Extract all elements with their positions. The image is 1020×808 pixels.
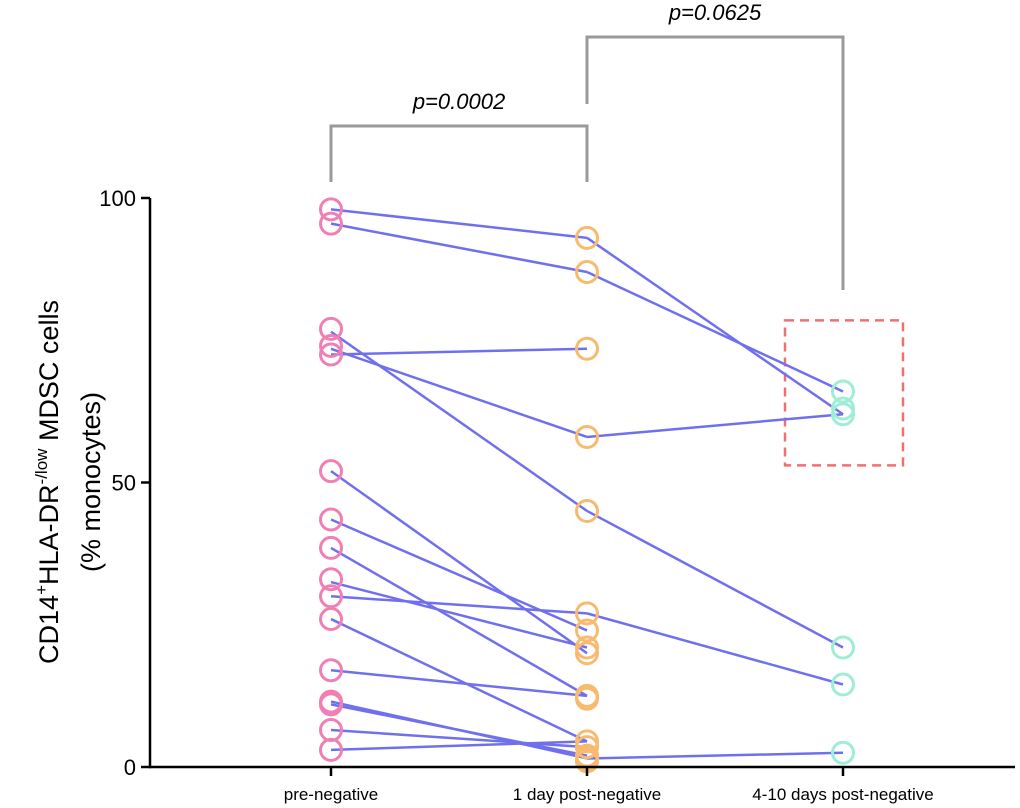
y-tick-label-50: 50	[112, 471, 136, 496]
point-day1-3	[575, 424, 599, 449]
data-points	[319, 197, 855, 774]
point-day4-5	[831, 740, 855, 765]
pair-line-6-0	[330, 518, 588, 632]
point-pre-2	[319, 316, 343, 341]
pair-line-9-1	[586, 612, 844, 686]
point-pre-8	[319, 567, 343, 592]
pair-line-11-0	[330, 669, 588, 698]
pair-line-10-0	[330, 617, 588, 743]
point-day1-6	[575, 618, 599, 643]
pair-line-4-0	[330, 330, 588, 512]
pair-line-1-0	[330, 222, 588, 274]
pair-line-12-1	[586, 751, 844, 760]
point-pre-7	[319, 535, 343, 560]
highlight-box	[783, 319, 905, 467]
y-tick-label-100: 100	[99, 186, 136, 211]
pair-line-3-1	[586, 412, 844, 439]
y-tick-label-0: 0	[124, 755, 136, 780]
paired-lines	[330, 208, 844, 760]
point-pre-6	[319, 507, 343, 532]
ylabel-part-low: -/low	[32, 448, 51, 485]
ylabel-part-plus: +	[32, 585, 51, 595]
point-day4-4	[831, 672, 855, 697]
point-day1-8	[575, 641, 599, 666]
point-pre-10	[319, 607, 343, 632]
point-day1-5	[575, 601, 599, 626]
point-pre-4	[319, 342, 343, 367]
comparison-brackets: p=0.0002 p=0.0625	[329, 0, 845, 290]
point-pre-5	[319, 459, 343, 484]
point-pre-1	[319, 211, 343, 236]
ylabel-part-hladr: HLA-DR	[34, 484, 64, 585]
pair-line-1-1	[586, 270, 844, 393]
highlight-box-group	[783, 319, 905, 467]
axes: 0 50 100 pre-negative 1 day post-negative 4-1…	[99, 186, 1015, 804]
pair-line-4-1	[586, 509, 844, 649]
point-day1-2	[575, 336, 599, 361]
pair-line-2-0	[330, 347, 588, 356]
comparison-bracket-1	[585, 35, 845, 290]
point-day1-0	[575, 225, 599, 250]
pair-line-0-1	[586, 236, 844, 416]
point-pre-9	[319, 584, 343, 609]
pair-line-0-0	[330, 208, 588, 240]
y-axis-label-line2: (% monocytes)	[76, 392, 106, 572]
pair-line-15-0	[330, 740, 588, 752]
pair-line-3-0	[330, 347, 588, 439]
pair-line-8-0	[330, 580, 588, 649]
ylabel-part-mdsc: MDSC cells	[34, 300, 64, 449]
p-value-label-0: p=0.0002	[412, 89, 505, 114]
p-value-label-1: p=0.0625	[668, 0, 762, 25]
x-tick-label-0: pre-negative	[284, 785, 379, 804]
pair-line-5-0	[330, 470, 588, 655]
point-pre-15	[319, 737, 343, 762]
x-tick-label-1: 1 day post-negative	[513, 785, 661, 804]
point-pre-3	[319, 333, 343, 358]
point-day4-3	[831, 635, 855, 660]
point-day4-0	[831, 379, 855, 404]
comparison-bracket-0	[329, 124, 589, 182]
pair-line-14-0	[330, 728, 588, 749]
pair-line-13-0	[330, 703, 588, 757]
point-day1-12	[575, 735, 599, 760]
point-day1-4	[575, 498, 599, 523]
point-day4-2	[831, 402, 855, 427]
pair-line-9-0	[330, 595, 588, 615]
point-day1-1	[575, 259, 599, 284]
point-pre-0	[319, 197, 343, 222]
x-tick-label-2: 4-10 days post-negative	[752, 785, 933, 804]
point-pre-11	[319, 658, 343, 683]
point-day1-10	[575, 686, 599, 711]
point-pre-13	[319, 692, 343, 717]
pair-line-7-0	[330, 546, 588, 697]
y-axis-label-line1: CD14+HLA-DR-/low MDSC cells	[32, 300, 64, 664]
ylabel-part-cd14: CD14	[34, 595, 64, 664]
